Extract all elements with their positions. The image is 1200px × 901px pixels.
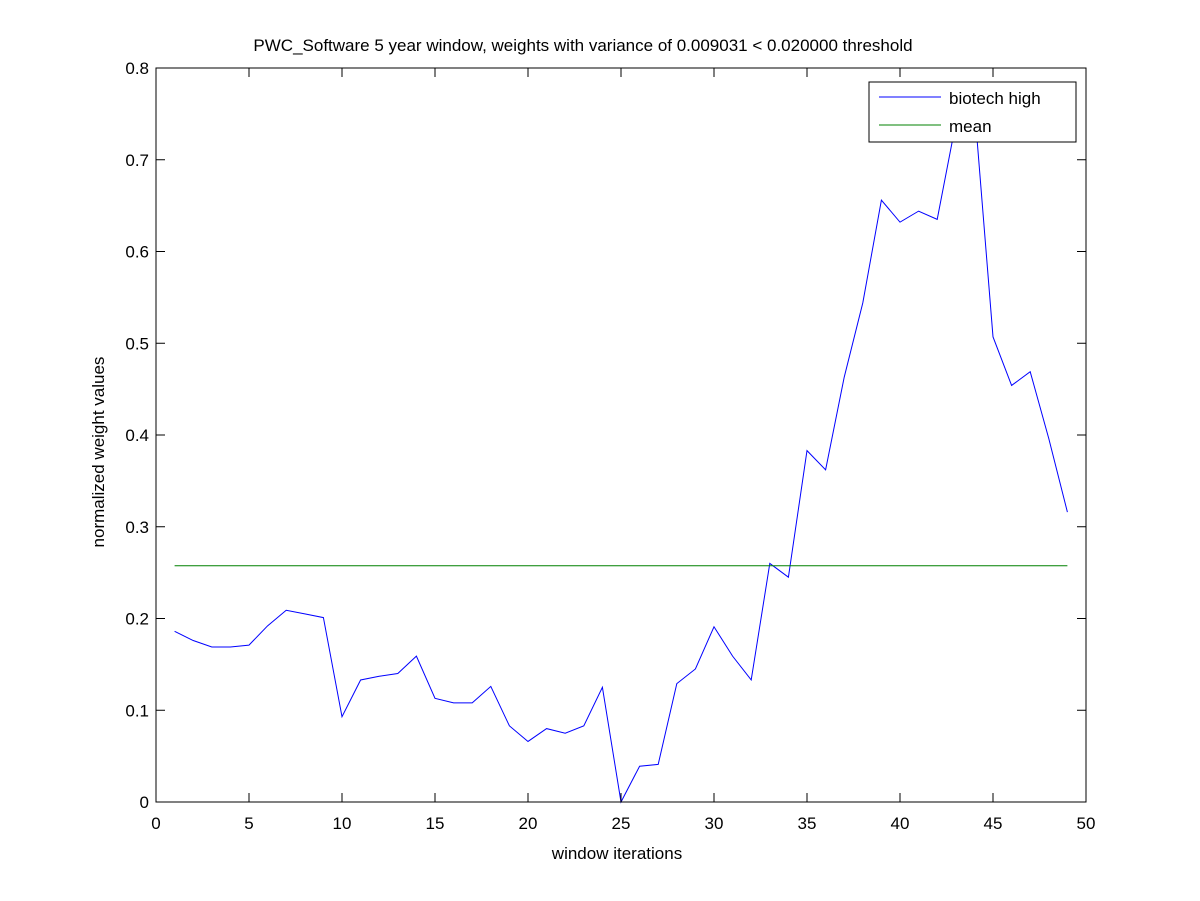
y-axis-ticks: 0 0.1 0.2 0.3 0.4 0.5 0.6 0.7 0.8 (125, 59, 1086, 812)
y-axis-label: normalized weight values (89, 357, 108, 548)
legend-label-mean: mean (949, 117, 992, 136)
x-axis-ticks: 0 5 10 15 20 25 30 35 40 45 50 (151, 68, 1095, 833)
x-tick-label: 15 (426, 814, 445, 833)
plot-background (156, 68, 1086, 802)
y-tick-label: 0.6 (125, 243, 149, 262)
y-tick-label: 0.5 (125, 334, 149, 353)
legend-label-biotech-high: biotech high (949, 89, 1041, 108)
y-tick-label: 0.1 (125, 701, 149, 720)
legend-box (868, 81, 1077, 143)
y-tick-label: 0.4 (125, 426, 149, 445)
legend: biotech high mean (868, 81, 1077, 143)
x-tick-label: 0 (151, 814, 160, 833)
x-tick-label: 35 (798, 814, 817, 833)
chart-title: PWC_Software 5 year window, weights with… (253, 36, 912, 55)
x-axis-label: window iterations (551, 844, 682, 863)
x-tick-label: 5 (244, 814, 253, 833)
y-tick-label: 0.7 (125, 151, 149, 170)
y-tick-label: 0 (140, 793, 149, 812)
x-tick-label: 30 (705, 814, 724, 833)
x-tick-label: 20 (519, 814, 538, 833)
y-tick-label: 0.3 (125, 518, 149, 537)
x-tick-label: 40 (891, 814, 910, 833)
x-tick-label: 10 (333, 814, 352, 833)
x-tick-label: 50 (1077, 814, 1096, 833)
x-tick-label: 25 (612, 814, 631, 833)
y-tick-label: 0.8 (125, 59, 149, 78)
y-tick-label: 0.2 (125, 610, 149, 629)
x-tick-label: 45 (984, 814, 1003, 833)
